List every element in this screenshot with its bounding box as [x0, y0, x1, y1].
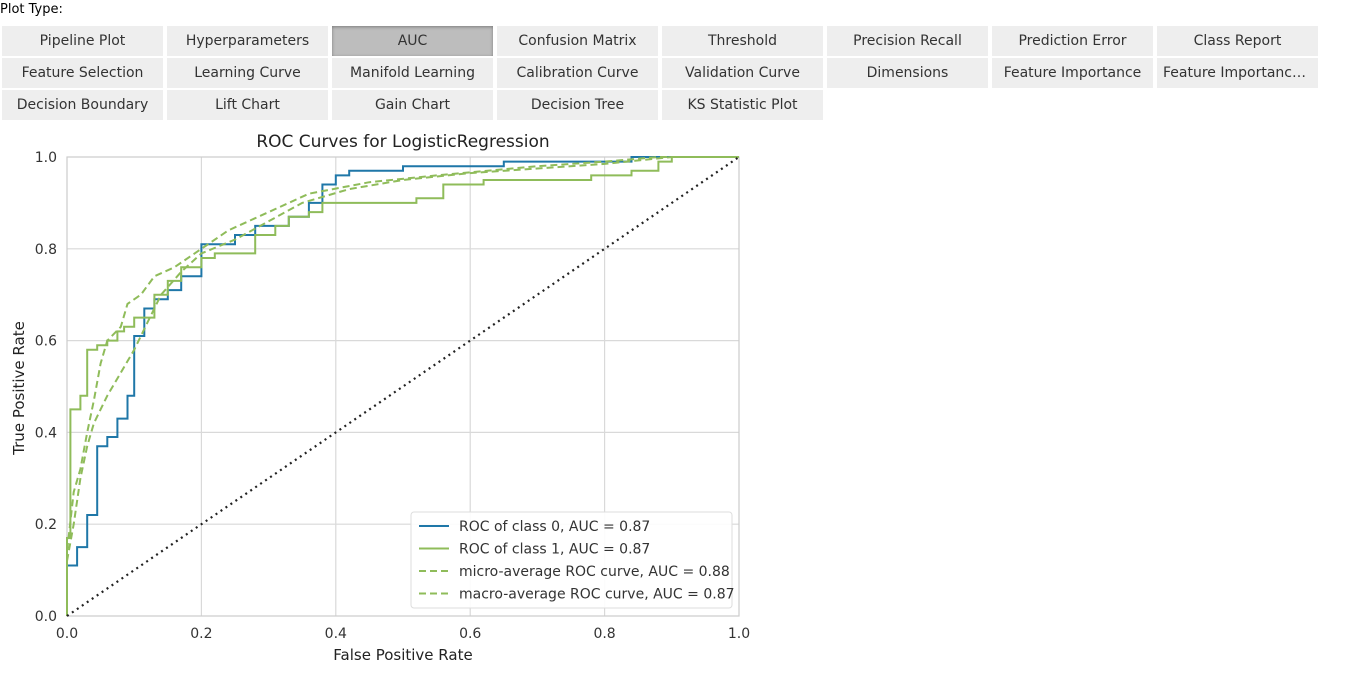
- plot-button-feature-importance[interactable]: Feature Importance: [992, 58, 1153, 88]
- plot-button-learning-curve[interactable]: Learning Curve: [167, 58, 328, 88]
- plot-button-lift-chart[interactable]: Lift Chart: [167, 90, 328, 120]
- plot-area: 0.0 0.2 0.4 0.6 0.8 1.0 0.0 0.2 0.4 0.6 0.8 1.0 ROC …: [35, 150, 750, 642]
- roc-chart: ROC Curves for LogisticRegression 0.0 0.2…: [0, 126, 780, 669]
- plot-button-dimensions[interactable]: Dimensions: [827, 58, 988, 88]
- y-tick-label: 1.0: [35, 150, 57, 166]
- plot-button-confusion-matrix[interactable]: Confusion Matrix: [497, 26, 658, 56]
- y-tick-label: 0.0: [35, 609, 57, 625]
- plot-button-decision-tree[interactable]: Decision Tree: [497, 90, 658, 120]
- x-tick-label: 0.0: [56, 626, 78, 642]
- y-axis-label: True Positive Rate: [10, 321, 28, 456]
- plot-type-button-grid: Pipeline Plot Hyperparameters AUC Confusion…: [2, 26, 1318, 120]
- y-tick-label: 0.6: [35, 334, 57, 350]
- legend-box: [410, 511, 733, 609]
- plot-button-precision-recall[interactable]: Precision Recall: [827, 26, 988, 56]
- legend-entry: micro-average ROC curve, AUC = 0.88: [459, 564, 730, 580]
- plot-button-feature-importance[interactable]: Feature Importance...: [1157, 58, 1318, 88]
- plot-frame: [66, 156, 740, 617]
- legend-entry: ROC of class 1, AUC = 0.87: [459, 542, 650, 558]
- legend-entry: ROC of class 0, AUC = 0.87: [459, 519, 650, 535]
- plot-button-validation-curve[interactable]: Validation Curve: [662, 58, 823, 88]
- plot-button-class-report[interactable]: Class Report: [1157, 26, 1318, 56]
- plot-button-prediction-error[interactable]: Prediction Error: [992, 26, 1153, 56]
- y-tick-label: 0.4: [35, 425, 57, 441]
- plot-button-calibration-curve[interactable]: Calibration Curve: [497, 58, 658, 88]
- y-tick-label: 0.2: [35, 517, 57, 533]
- plot-button-ks-statistic-plot[interactable]: KS Statistic Plot: [662, 90, 823, 120]
- plot-button-threshold[interactable]: Threshold: [662, 26, 823, 56]
- plot-button-feature-selection[interactable]: Feature Selection: [2, 58, 163, 88]
- chance-diagonal: [66, 156, 740, 617]
- plot-type-label: Plot Type:: [0, 2, 63, 17]
- x-tick-label: 0.6: [459, 626, 481, 642]
- plot-button-decision-boundary[interactable]: Decision Boundary: [2, 90, 163, 120]
- legend-entry: macro-average ROC curve, AUC = 0.87: [459, 587, 735, 603]
- plot-button-hyperparameters[interactable]: Hyperparameters: [167, 26, 328, 56]
- x-tick-label: 0.4: [325, 626, 347, 642]
- x-axis-label: False Positive Rate: [333, 646, 472, 664]
- roc-chart-svg: ROC Curves for LogisticRegression 0.0 0.2…: [10, 132, 750, 664]
- plot-button-pipeline-plot[interactable]: Pipeline Plot: [2, 26, 163, 56]
- plot-button-manifold-learning[interactable]: Manifold Learning: [332, 58, 493, 88]
- plot-button-gain-chart[interactable]: Gain Chart: [332, 90, 493, 120]
- y-tick-label: 0.8: [35, 242, 57, 258]
- chart-title: ROC Curves for LogisticRegression: [256, 132, 549, 152]
- x-tick-label: 0.8: [593, 626, 615, 642]
- roc-series-1: [66, 156, 739, 616]
- x-tick-label: 0.2: [190, 626, 212, 642]
- plot-button-auc[interactable]: AUC: [332, 26, 493, 56]
- roc-series-3: [66, 156, 739, 616]
- x-tick-label: 1.0: [728, 626, 750, 642]
